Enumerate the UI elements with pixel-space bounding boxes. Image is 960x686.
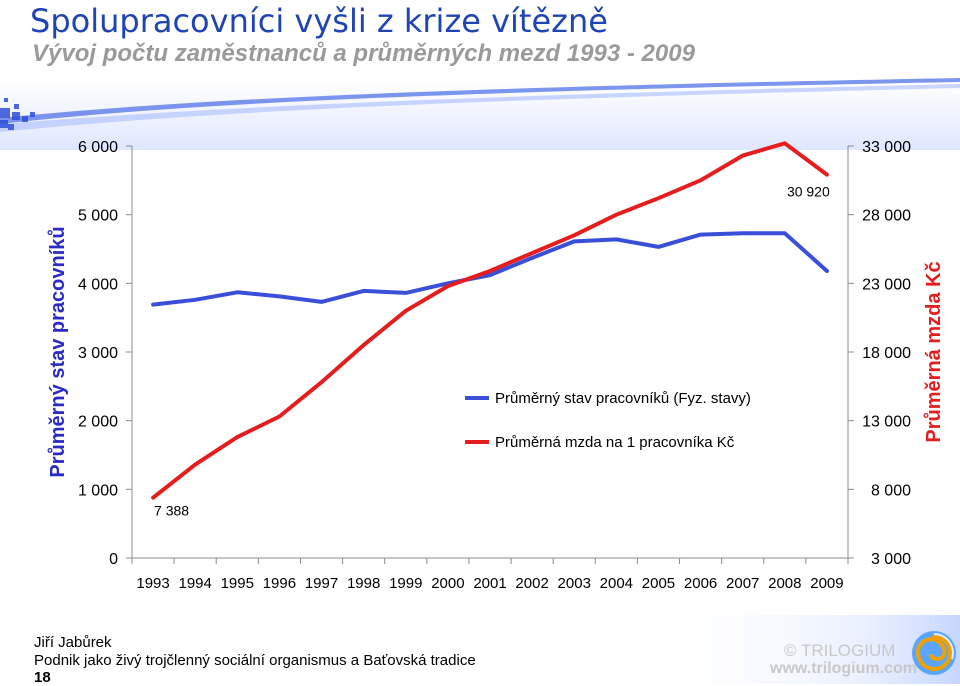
x-tick-label: 1996 [263,575,296,592]
x-tick-label: 2003 [558,575,591,592]
left-tick-label: 5 000 [78,208,118,225]
page-number: 18 [34,669,51,686]
legend: Průměrný stav pracovníků (Fyz. stavy) Prů… [465,390,751,451]
page-title: Spolupracovníci vyšli z krize vítězně [30,2,608,40]
right-tick-label: 8 000 [871,482,911,499]
x-tick-label: 1993 [136,575,169,592]
page-subtitle: Vývoj počtu zaměstnanců a průměrných mez… [32,40,695,67]
legend-label: Průměrný stav pracovníků (Fyz. stavy) [495,390,751,407]
right-tick-label: 23 000 [862,276,911,293]
x-tick-label: 2002 [515,575,548,592]
data-label: 7 388 [154,503,189,519]
x-tick-label: 2006 [684,575,717,592]
header-pixel-pattern [0,98,35,130]
chart-axes [131,146,849,559]
left-tick-label: 6 000 [78,139,118,156]
brand-name: © TRILOGIUM [784,641,896,660]
x-tick-label: 1994 [178,575,211,592]
left-tick-label: 3 000 [78,345,118,362]
x-tick-label: 2009 [810,575,843,592]
header-background [0,0,960,150]
x-tick-label: 1997 [305,575,338,592]
footer-organization: Podnik jako živý trojčlenný sociální org… [34,652,476,669]
x-tick-label: 1995 [221,575,254,592]
header-swoosh [0,78,960,124]
right-tick-label: 3 000 [871,551,911,568]
x-tick-label: 1998 [347,575,380,592]
series-lines [151,141,829,500]
x-tick-label: 2005 [642,575,675,592]
x-tick-label: 2001 [473,575,506,592]
brand-url: www.trilogium.com [770,660,917,677]
right-tick-label: 28 000 [862,208,911,225]
left-tick-label: 0 [109,551,118,568]
x-tick-label: 1999 [389,575,422,592]
x-tick-label: 2008 [768,575,801,592]
x-tick-label: 2000 [431,575,464,592]
footer-author: Jiří Jabůrek [34,634,112,651]
left-tick-label: 2 000 [78,414,118,431]
data-labels: 7 388 30 920 [154,184,830,519]
wage-line [151,141,829,500]
x-tick-label: 2004 [600,575,633,592]
x-axis-ticks: 1993 1994 1995 1996 1997 1998 1999 2000 2001 2002… [131,558,849,592]
data-label: 30 920 [787,184,830,200]
spiral-icon [912,631,956,675]
right-axis-ticks: 3 000 8 000 13 000 18 000 23 000 28 000 33 000 [848,139,911,568]
right-tick-label: 33 000 [862,139,911,156]
left-tick-label: 1 000 [78,482,118,499]
employees-line [151,231,829,307]
left-axis-ticks: 0 1 000 2 000 3 000 4 000 5 000 6 000 [78,139,132,568]
x-tick-label: 2007 [726,575,759,592]
right-tick-label: 18 000 [862,345,911,362]
right-tick-label: 13 000 [862,414,911,431]
right-axis-title: Průměrná mzda Kč [923,261,945,442]
legend-label: Průměrná mzda na 1 pracovníka Kč [495,434,735,451]
left-tick-label: 4 000 [78,276,118,293]
left-axis-title: Průměrný stav pracovníků [47,226,69,477]
trilogium-logo [640,615,960,684]
header-swoosh-light [0,84,960,132]
